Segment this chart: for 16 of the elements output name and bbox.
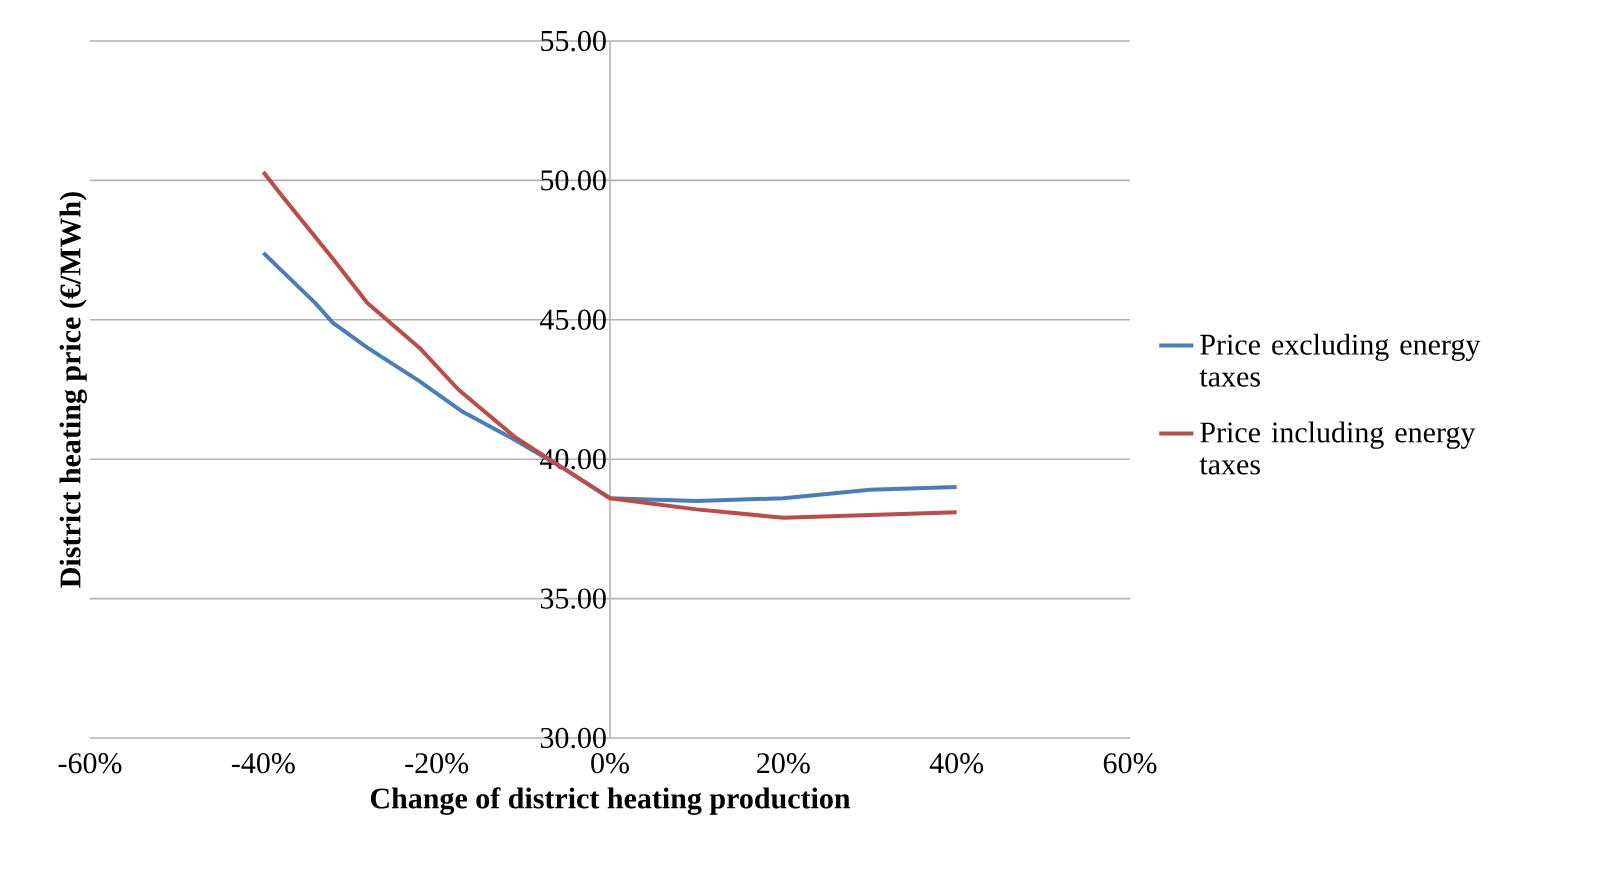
x-tick-label: 20% xyxy=(757,753,810,774)
y-axis-title: District heating price (€/MWh) xyxy=(59,192,87,588)
y-tick-label: 30.00 xyxy=(540,727,606,749)
y-tick-label: 35.00 xyxy=(540,588,606,609)
x-tick-label: 40% xyxy=(929,753,984,774)
x-tick-label: 60% xyxy=(1103,753,1157,774)
x-tick-label: 0% xyxy=(591,753,629,774)
legend-label: Price including energy taxes xyxy=(1199,421,1476,475)
y-tick-label: 50.00 xyxy=(541,170,606,191)
x-axis-title: Change of district heating production xyxy=(370,787,851,815)
x-tick-label: -60% xyxy=(58,753,122,774)
x-tick-label: -20% xyxy=(405,753,469,774)
y-tick-label: 45.00 xyxy=(540,309,606,330)
x-tick-label: -40% xyxy=(231,753,295,774)
y-tick-label: 55.00 xyxy=(541,30,606,52)
legend-label: Price excluding energy taxes xyxy=(1199,333,1481,387)
